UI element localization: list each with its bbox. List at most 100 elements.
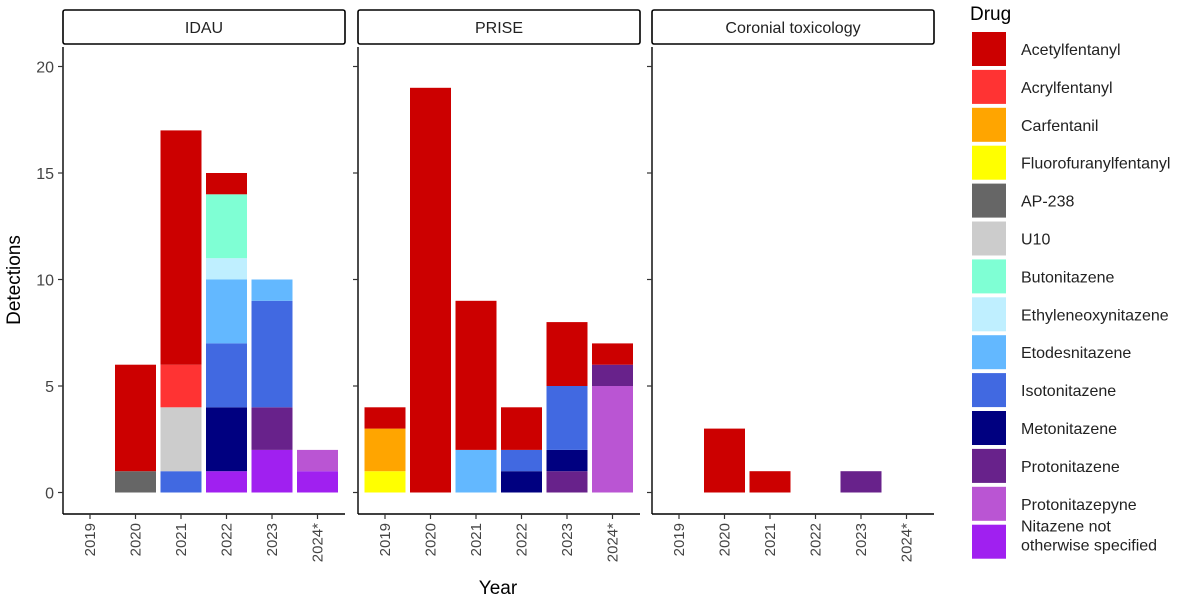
legend-swatch	[972, 259, 1006, 294]
bar-segment-acetylfentanyl	[115, 364, 156, 472]
panel-idau: IDAU 0 5 10 15 20 2019 2020 2021 2022 2023 2024*	[36, 9, 346, 562]
legend-item-u10: U10	[972, 221, 1050, 256]
bar-segment-butonitazene	[206, 194, 247, 259]
bar-segment-protonitazene	[592, 364, 633, 386]
bar-segment-protonitazepyne	[297, 449, 338, 472]
bar-segment-isotonitazene	[546, 386, 588, 450]
legend-label: Acetylfentanyl	[1021, 42, 1121, 59]
x-tick-label: 2021	[468, 523, 485, 556]
bar-segment-protonitazene	[251, 407, 293, 450]
legend-swatch	[972, 448, 1006, 483]
bar-segment-acetylfentanyl	[160, 130, 202, 365]
legend-item-metonitazene: Metonitazene	[972, 411, 1117, 445]
legend-label-line: otherwise specified	[1021, 538, 1157, 555]
panel-prise: PRISE 2019 2020 2021 2022 2023 2024*	[353, 9, 641, 562]
panel-title: Coronial toxicology	[725, 20, 860, 37]
bar-segment-acetylfentanyl	[206, 173, 247, 195]
legend-item-nitazene_nos: Nitazene not otherwise specified	[972, 519, 1157, 559]
bar-segment-protonitazene	[546, 471, 588, 493]
legend-item-acetylfentanyl: Acetylfentanyl	[972, 32, 1121, 66]
bar-segment-metonitazene	[501, 471, 542, 493]
bar-segment-ap238	[115, 471, 156, 493]
panel-title: IDAU	[185, 20, 223, 37]
legend-label: Ethyleneoxynitazene	[1021, 307, 1169, 324]
panel-coronial-toxicology: Coronial toxicology 2019 2020 2021 2022 2023 2…	[647, 9, 935, 562]
panel-strip	[357, 9, 641, 45]
legend-label: Carfentanil	[1021, 118, 1098, 135]
bar-segment-acetylfentanyl	[546, 322, 588, 386]
legend-swatch	[972, 524, 1006, 559]
x-axis-title: Year	[479, 578, 518, 599]
x-tick-label: 2020	[717, 523, 734, 556]
bar-segment-acetylfentanyl	[749, 471, 791, 493]
x-tick-label: 2022	[514, 523, 531, 556]
bar-segment-acrylfentanyl	[160, 364, 202, 408]
legend-item-fluorofuranylfentanyl: Fluorofuranylfentanyl	[972, 145, 1170, 180]
legend-swatch	[972, 486, 1006, 521]
y-tick-label: 0	[45, 486, 54, 503]
legend-item-etodesnitazene: Etodesnitazene	[972, 335, 1131, 370]
x-tick-label: 2019	[82, 523, 99, 556]
legend-swatch	[972, 335, 1006, 370]
bar-segment-acetylfentanyl	[704, 428, 745, 493]
x-tick-label: 2023	[853, 523, 870, 556]
y-axis-title: Detections	[4, 235, 25, 325]
y-tick-label: 10	[36, 273, 54, 290]
panel-strip	[62, 9, 346, 45]
legend-item-acrylfentanyl: Acrylfentanyl	[972, 69, 1113, 104]
legend-label: Acrylfentanyl	[1021, 80, 1113, 97]
legend-label: Protonitazene	[1021, 459, 1120, 476]
bar-segment-carfentanil	[364, 428, 406, 472]
legend-swatch	[972, 411, 1006, 445]
x-tick-label: 2022	[808, 523, 825, 556]
panel-strip	[651, 9, 935, 45]
bar-segment-metonitazene	[546, 449, 588, 472]
legend-label: Nitazene not otherwise specified	[1021, 519, 1157, 555]
x-tick-label: 2022	[219, 523, 236, 556]
bar-segment-etodesnitazene	[206, 279, 247, 344]
bar-segment-protonitazene	[840, 471, 882, 493]
legend-label: Isotonitazene	[1021, 383, 1116, 400]
x-tick-label: 2024*	[899, 523, 916, 562]
legend-label: U10	[1021, 232, 1050, 249]
bar-segment-acetylfentanyl	[501, 407, 542, 450]
bar-segment-etodesnitazene	[455, 449, 497, 493]
legend-swatch	[972, 183, 1006, 218]
bar-segment-metonitazene	[206, 407, 247, 472]
legend-label: Protonitazepyne	[1021, 497, 1137, 514]
x-tick-label: 2019	[671, 523, 688, 556]
x-tick-label: 2019	[377, 523, 394, 556]
legend-item-butonitazene: Butonitazene	[972, 259, 1115, 294]
bar-segment-isotonitazene	[160, 471, 202, 493]
bar-segment-isotonitazene	[501, 449, 542, 472]
legend-item-isotonitazene: Isotonitazene	[972, 373, 1116, 408]
x-tick-label: 2020	[128, 523, 145, 556]
legend-swatch	[972, 69, 1006, 104]
bar-segment-nitazene_nos	[251, 449, 293, 493]
x-tick-label: 2021	[173, 523, 190, 556]
bar-segment-ethyleneoxynitazene	[206, 258, 247, 280]
bar-segment-acetylfentanyl	[592, 343, 633, 365]
legend-swatch	[972, 32, 1006, 66]
legend-item-ethyleneoxynitazene: Ethyleneoxynitazene	[972, 297, 1169, 332]
bar-segment-protonitazepyne	[592, 386, 633, 493]
bar-segment-fluorofuranylfentanyl	[364, 471, 406, 493]
x-tick-label: 2024*	[310, 523, 327, 562]
legend-item-carfentanil: Carfentanil	[972, 107, 1098, 142]
legend-item-protonitazene: Protonitazene	[972, 448, 1120, 483]
legend-swatch	[972, 373, 1006, 408]
x-tick-label: 2021	[762, 523, 779, 556]
legend-label: Butonitazene	[1021, 269, 1115, 286]
bar-segment-nitazene_nos	[206, 471, 247, 493]
legend-label: AP-238	[1021, 194, 1074, 211]
legend-swatch	[972, 107, 1006, 142]
legend-label: Metonitazene	[1021, 421, 1117, 438]
bar-segment-etodesnitazene	[251, 279, 293, 301]
legend-swatch	[972, 297, 1006, 332]
y-tick-label: 20	[36, 60, 54, 77]
bar-segment-nitazene_nos	[297, 471, 338, 493]
panel-title: PRISE	[475, 20, 523, 37]
legend: Acetylfentanyl Acrylfentanyl Carfentanil Fl…	[972, 32, 1170, 559]
x-tick-label: 2023	[264, 523, 281, 556]
